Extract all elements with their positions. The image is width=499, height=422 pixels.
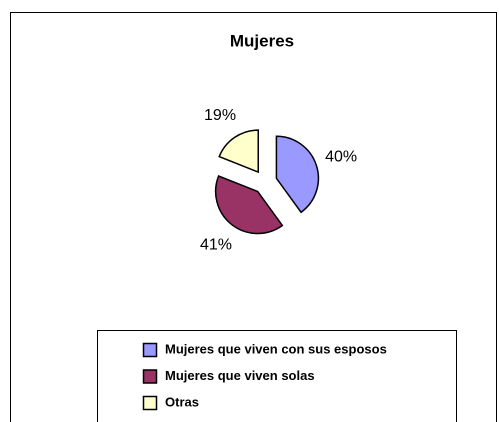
- chart-title: Mujeres: [230, 31, 294, 50]
- data-label: 41%: [200, 236, 232, 253]
- legend-swatch: [142, 395, 158, 411]
- legend-label: Mujeres que viven solas: [165, 368, 315, 383]
- legend-box: [97, 330, 457, 422]
- data-label: 19%: [204, 107, 236, 124]
- legend-swatch: [142, 342, 158, 358]
- pie-slice: [214, 175, 284, 235]
- legend-label: Mujeres que viven con sus esposos: [165, 341, 387, 356]
- legend-swatch: [142, 369, 158, 384]
- data-label: 40%: [325, 148, 357, 165]
- pie-slice: [275, 135, 320, 214]
- pie-slice: [218, 129, 260, 174]
- legend-label: Otras: [165, 394, 199, 409]
